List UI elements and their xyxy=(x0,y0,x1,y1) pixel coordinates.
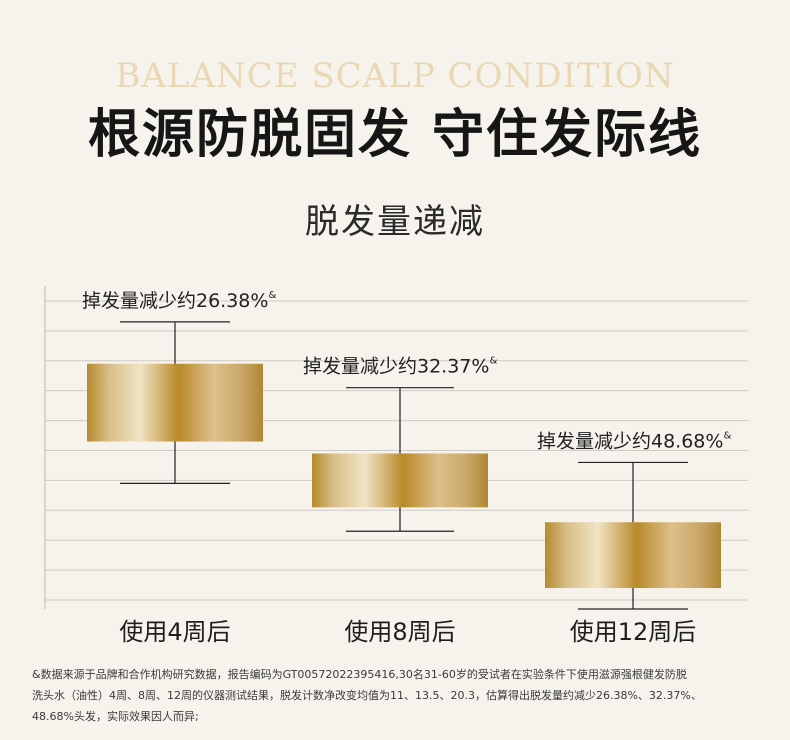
data-label: 掉发量减少约26.38%& xyxy=(82,290,276,312)
box-chart: 掉发量减少约26.38%&使用4周后掉发量减少约32.37%&使用8周后掉发量减… xyxy=(44,286,748,646)
data-label-mark: & xyxy=(489,356,497,367)
x-tick-label: 使用4周后 xyxy=(119,618,230,646)
box-group: 掉发量减少约48.68%& 使用12周后 xyxy=(537,430,731,646)
x-tick-label: 使用12周后 xyxy=(570,618,697,646)
x-tick-label: 使用8周后 xyxy=(344,618,455,646)
data-label-mark: & xyxy=(723,430,731,441)
data-label-mark: & xyxy=(268,290,276,301)
box xyxy=(87,363,263,442)
box xyxy=(312,453,488,508)
footnote-line-2: 洗头水（油性）4周、8周、12周的仪器测试结果，脱发计数净改变均值为11、13.… xyxy=(32,689,702,702)
box xyxy=(545,522,721,589)
data-label: 掉发量减少约48.68%& xyxy=(537,430,731,452)
footnote-line-3: 48.68%头发，实际效果因人而异; xyxy=(32,710,199,723)
main-title: 根源防脱固发 守住发际线 xyxy=(87,105,703,165)
footnote-line-1: &数据来源于品牌和合作机构研究数据，报告编码为GT00572022395416,… xyxy=(32,668,687,681)
footnote: &数据来源于品牌和合作机构研究数据，报告编码为GT00572022395416,… xyxy=(32,664,762,727)
box-group: 掉发量减少约32.37%& 使用8周后 xyxy=(303,356,497,646)
box-group: 掉发量减少约26.38%& 使用4周后 xyxy=(82,290,276,646)
chart-title: 脱发量递减 xyxy=(305,202,485,242)
english-title: BALANCE SCALP CONDITION xyxy=(115,56,675,96)
data-label: 掉发量减少约32.37%& xyxy=(303,356,497,378)
